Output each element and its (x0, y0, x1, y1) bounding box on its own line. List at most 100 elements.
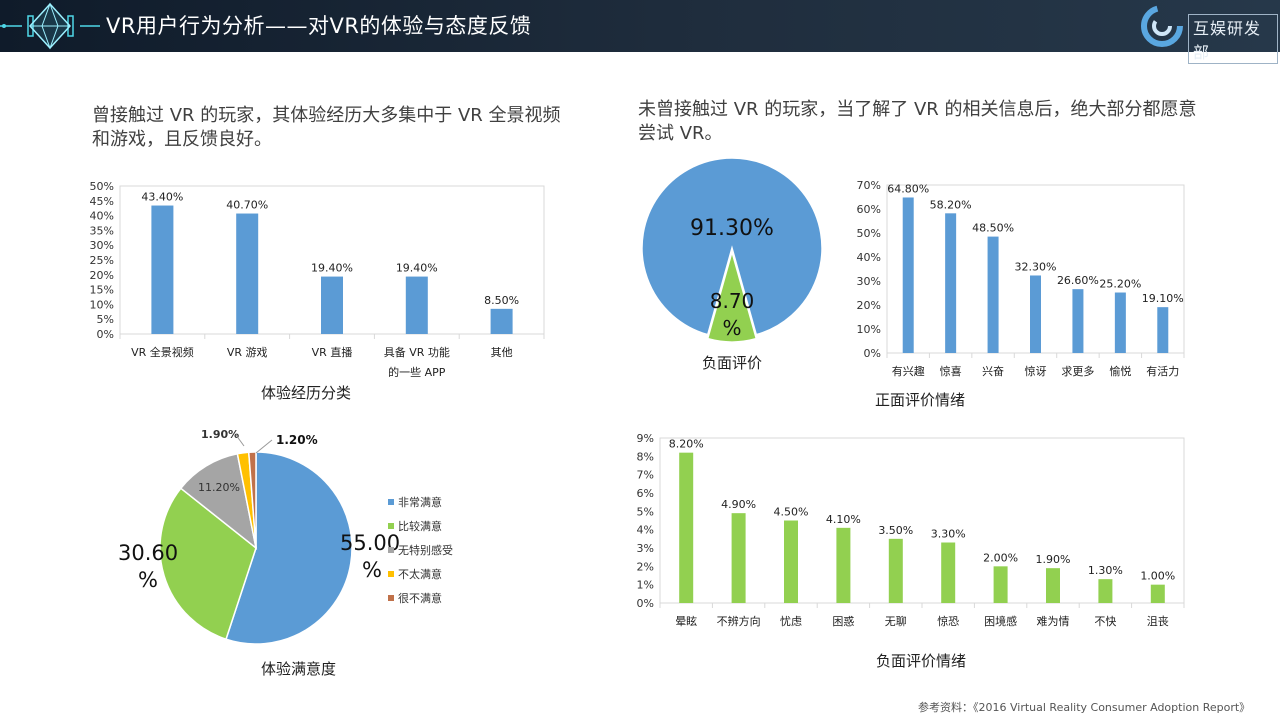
satisfaction-pie-chart: 55.00%30.60%11.20%1.90% 1.20%非常满意比较满意无特别感… (118, 428, 453, 645)
data-label: 91.30% (690, 216, 774, 241)
category-label: 晕眩 (675, 614, 697, 628)
category-label: 惊讶 (1025, 364, 1047, 378)
y-tick-label: 30% (90, 239, 114, 252)
data-label: 64.80% (887, 182, 929, 195)
page-title: VR用户行为分析——对VR的体验与态度反馈 (106, 14, 532, 38)
positive-emotions-bar-chart: 0% 10% 20% 30% 40% 50% 60% 70% 64.80% 有兴趣 58.20% 惊喜… (857, 179, 1185, 378)
y-tick-label: 5% (97, 313, 114, 326)
y-tick-label: 20% (857, 299, 881, 312)
category-label: 惊喜 (940, 364, 962, 378)
y-tick-label: 6% (637, 487, 654, 500)
data-label: 4.90% (721, 498, 756, 511)
data-label: % (722, 316, 741, 340)
data-label: % (138, 568, 158, 592)
bar (236, 213, 259, 334)
bar (321, 276, 343, 334)
header-bar: VR用户行为分析——对VR的体验与态度反馈 互娱研发部 (0, 0, 1280, 64)
y-tick-label: 50% (857, 227, 881, 240)
bar (945, 213, 957, 353)
category-label: 愉悦 (1109, 364, 1131, 378)
data-label: 48.50% (972, 222, 1014, 235)
right-intro-text: 未曾接触过 VR 的玩家，当了解了 VR 的相关信息后，绝大部分都愿意尝试 VR… (638, 99, 1197, 144)
left-intro-text: 曾接触过 VR 的玩家，其体验经历大多集中于 VR 全景视频和游戏，且反馈良好。 (92, 105, 561, 150)
experience-bar-chart: 0% 5% 10%15% 20% 25% 30% 35%40% 45% 50% 43.40% VR … (90, 180, 545, 379)
y-tick-label: 60% (857, 203, 881, 216)
y-tick-label: 0% (637, 597, 654, 610)
legend-swatch (388, 523, 394, 529)
data-label: 19.40% (396, 262, 438, 275)
y-tick-label: 8% (637, 450, 654, 463)
source-reference: 参考资料：《2016 Virtual Reality Consumer Adop… (918, 701, 1251, 714)
data-label: % (362, 558, 382, 582)
data-label: 1.90% (201, 428, 239, 441)
bar (836, 527, 851, 603)
bar (679, 452, 694, 603)
pie-slice (247, 451, 257, 549)
positive-chart-title: 正面评价情绪 (875, 391, 966, 409)
bar (1098, 579, 1113, 603)
bar (151, 205, 174, 334)
bar (902, 197, 914, 353)
category-label: 有兴趣 (892, 364, 925, 378)
data-label: 8.20% (669, 438, 704, 451)
data-label: 19.40% (311, 262, 353, 275)
legend-swatch (388, 571, 394, 577)
bar (1150, 584, 1165, 603)
category-label: 求更多 (1061, 364, 1094, 378)
legend-label: 非常满意 (398, 495, 442, 509)
bar (731, 513, 746, 603)
data-label: 4.10% (826, 513, 861, 526)
satisfaction-chart-title: 体验满意度 (261, 660, 337, 678)
y-tick-label: 40% (857, 251, 881, 264)
data-label: 19.10% (1142, 292, 1184, 305)
data-label: 3.50% (878, 524, 913, 537)
legend-label: 很不满意 (398, 591, 442, 605)
y-tick-label: 45% (90, 195, 114, 208)
data-label: 40.70% (226, 199, 268, 212)
bar (1114, 292, 1126, 353)
bar (888, 538, 903, 603)
category-label: 有活力 (1146, 364, 1179, 378)
y-tick-label: 5% (637, 505, 654, 518)
y-tick-label: 50% (90, 180, 114, 193)
category-label: 难为情 (1037, 615, 1070, 628)
y-tick-label: 7% (637, 469, 654, 482)
experience-chart-title: 体验经历分类 (261, 384, 352, 402)
y-tick-label: 2% (637, 560, 654, 573)
data-label: 11.20% (198, 481, 240, 494)
bar (941, 542, 956, 603)
category-label: VR 直播 (312, 345, 353, 359)
category-label: 不快 (1094, 615, 1116, 628)
pie-slice (641, 157, 823, 336)
data-label: 1.20% (276, 433, 318, 447)
category-label: 忧虑 (780, 614, 802, 628)
y-tick-label: 40% (90, 210, 114, 223)
y-tick-label: 70% (857, 179, 881, 192)
bar (490, 308, 513, 334)
category-label: 沮丧 (1147, 614, 1169, 628)
data-label: 43.40% (141, 191, 183, 204)
bar (1072, 289, 1084, 353)
y-tick-label: 3% (637, 542, 654, 555)
category-label: 无聊 (885, 614, 907, 628)
data-label: 26.60% (1057, 274, 1099, 287)
data-label: 4.50% (774, 506, 809, 519)
y-tick-label: 20% (90, 269, 114, 282)
bar (1157, 307, 1169, 353)
y-tick-label: 0% (864, 347, 881, 360)
y-tick-label: 4% (637, 524, 654, 537)
data-label: 2.00% (983, 551, 1018, 564)
category-label: 其他 (491, 346, 513, 359)
legend-label: 不太满意 (398, 567, 442, 581)
leader-line (255, 439, 273, 454)
category-label: 惊恐 (937, 614, 959, 628)
data-label: 8.50% (484, 294, 519, 307)
y-tick-label: 15% (90, 284, 114, 297)
data-label: 25.20% (1099, 278, 1141, 291)
swirl-logo-icon (1141, 5, 1183, 47)
category-label: VR 全景视频 (131, 345, 194, 359)
bar (784, 520, 798, 603)
pie-slice (159, 487, 257, 641)
y-tick-label: 25% (90, 254, 114, 267)
category-label: VR 游戏 (227, 346, 268, 359)
